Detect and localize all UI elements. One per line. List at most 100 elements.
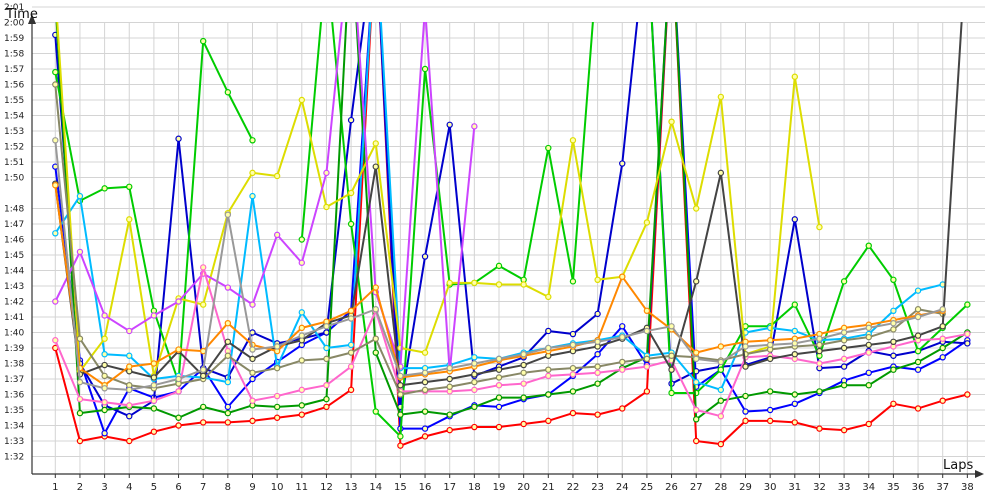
data-point [298,236,305,243]
data-point [372,408,379,415]
data-point [766,341,774,349]
data-point [520,380,527,387]
x-tick-label: 23 [591,482,604,493]
data-point [421,65,429,73]
data-point [816,347,823,355]
data-point [569,137,577,144]
data-point [199,301,207,308]
data-point [914,332,922,339]
data-point [224,409,232,417]
data-point [717,366,725,373]
data-point [471,371,478,378]
data-point [323,323,330,330]
data-point [397,391,404,398]
data-point [840,355,848,363]
data-point [150,360,158,367]
series-line [56,22,821,377]
data-point [668,323,675,330]
y-tick-labels: 1:32 1:33 1:34 1:35 1:36 1:37 1:38 1:39 1:40 1:41… [4,3,24,463]
data-point [298,259,305,266]
data-point [446,426,453,434]
data-point [865,341,872,349]
data-point [766,388,774,395]
data-point [273,392,281,400]
data-point [594,369,601,376]
data-point [840,337,848,344]
data-point [766,406,774,414]
y-tick-label: 1:37 [4,375,24,385]
data-point [273,364,281,372]
data-point [668,389,675,397]
data-point [175,375,182,383]
data-point [397,442,404,449]
data-point [150,374,158,381]
y-tick-label: 1:58 [4,50,24,60]
data-point [693,437,700,445]
data-point [890,352,897,359]
data-point [865,420,872,428]
y-tick-label: 1:40 [4,329,24,339]
data-point [76,378,84,386]
data-point [594,351,601,358]
data-point [914,405,922,412]
data-point [298,309,305,316]
data-point [249,417,256,425]
data-point [520,351,527,358]
y-tick-label: 1:34 [4,422,24,432]
data-point [816,425,823,432]
data-point [273,403,281,411]
data-point [126,413,133,420]
data-point [323,169,330,177]
data-point [717,386,725,394]
y-tick-label: 1:42 [4,298,24,308]
data-point [199,366,207,373]
data-point [372,306,379,313]
data-point [372,349,379,356]
x-tick-label: 29 [739,482,752,493]
data-point [520,281,527,288]
data-point [199,403,207,411]
data-point [347,189,355,197]
data-point [372,163,379,170]
x-tick-label: 6 [175,482,181,493]
y-tick-label: 1:43 [4,282,24,292]
data-point [545,391,552,398]
data-point [939,397,946,404]
data-point [816,360,823,367]
data-point [323,403,330,411]
data-point [520,361,527,369]
data-point [693,205,700,212]
data-point [126,386,133,394]
data-point [446,383,453,390]
data-point [471,378,478,386]
x-tick-label: 2 [77,482,83,493]
data-point [347,349,355,356]
x-tick-label: 10 [271,482,284,493]
x-tick-label: 33 [838,482,851,493]
data-point [273,231,281,239]
y-tick-label: 1:51 [4,158,24,168]
x-tick-label: 24 [616,482,629,493]
data-point [964,391,971,398]
x-tick-label: 5 [151,482,157,493]
data-point [693,378,700,386]
data-point [101,351,108,358]
data-point [199,419,207,426]
data-point [249,169,256,177]
x-tick-label: 8 [225,482,231,493]
x-tick-label: 37 [936,482,949,493]
y-tick-label: 1:54 [4,112,24,122]
y-tick-label: 1:48 [4,205,24,215]
data-point [495,374,503,381]
lap-series [56,22,823,380]
data-point [298,411,305,418]
data-point [693,349,700,356]
y-tick-label: 1:35 [4,406,24,416]
data-point [495,403,503,411]
data-point [52,182,59,189]
axes [28,14,984,478]
series-line [300,22,969,438]
data-point [249,137,256,144]
data-point [150,405,158,412]
data-point [742,417,749,425]
